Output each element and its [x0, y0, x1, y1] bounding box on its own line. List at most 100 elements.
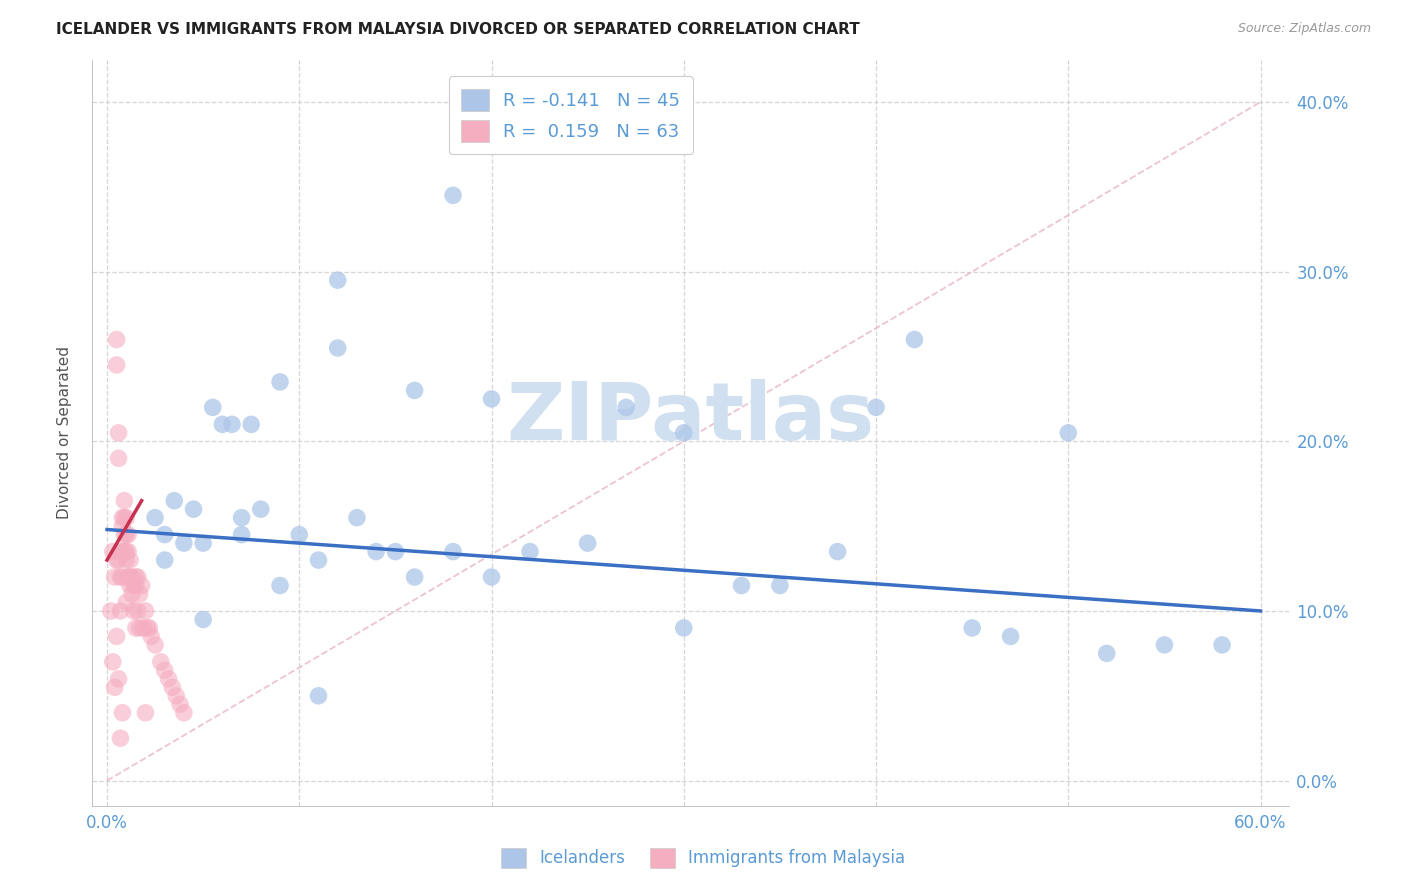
Legend: R = -0.141   N = 45, R =  0.159   N = 63: R = -0.141 N = 45, R = 0.159 N = 63 [449, 76, 693, 154]
Point [326, 341, 349, 355]
Point [134, 706, 156, 720]
Point [105, 629, 128, 643]
Point [138, 621, 160, 635]
Point [111, 544, 134, 558]
Point [481, 392, 503, 406]
Point [115, 553, 138, 567]
Point [110, 570, 132, 584]
Point [107, 425, 129, 440]
Point [143, 510, 166, 524]
Point [112, 493, 135, 508]
Point [105, 333, 128, 347]
Point [107, 672, 129, 686]
Point [1211, 638, 1233, 652]
Point [231, 510, 253, 524]
Point [120, 553, 142, 567]
Point [269, 578, 291, 592]
Point [1000, 629, 1022, 643]
Point [614, 401, 637, 415]
Point [128, 621, 150, 635]
Point [122, 578, 145, 592]
Point [100, 604, 122, 618]
Point [326, 273, 349, 287]
Point [346, 510, 368, 524]
Point [115, 510, 138, 524]
Point [903, 333, 925, 347]
Point [107, 451, 129, 466]
Point [730, 578, 752, 592]
Point [162, 681, 184, 695]
Point [120, 578, 142, 592]
Point [121, 570, 143, 584]
Point [128, 587, 150, 601]
Point [125, 578, 148, 592]
Point [125, 570, 148, 584]
Point [481, 570, 503, 584]
Point [101, 544, 124, 558]
Point [104, 681, 127, 695]
Point [672, 425, 695, 440]
Point [131, 578, 153, 592]
Point [111, 706, 134, 720]
Point [111, 510, 134, 524]
Point [221, 417, 243, 432]
Point [120, 570, 142, 584]
Point [112, 544, 135, 558]
Point [117, 527, 139, 541]
Point [107, 553, 129, 567]
Point [191, 612, 214, 626]
Point [960, 621, 983, 635]
Point [111, 570, 134, 584]
Legend: Icelanders, Immigrants from Malaysia: Icelanders, Immigrants from Malaysia [494, 841, 912, 875]
Point [404, 570, 426, 584]
Point [404, 384, 426, 398]
Point [769, 578, 792, 592]
Point [827, 544, 849, 558]
Text: ICELANDER VS IMMIGRANTS FROM MALAYSIA DIVORCED OR SEPARATED CORRELATION CHART: ICELANDER VS IMMIGRANTS FROM MALAYSIA DI… [56, 22, 860, 37]
Point [191, 536, 214, 550]
Point [153, 664, 176, 678]
Point [173, 706, 195, 720]
Point [141, 629, 163, 643]
Point [134, 604, 156, 618]
Point [122, 604, 145, 618]
Point [153, 553, 176, 567]
Point [211, 417, 233, 432]
Point [104, 570, 127, 584]
Point [231, 527, 253, 541]
Point [105, 553, 128, 567]
Point [165, 689, 187, 703]
Point [183, 502, 205, 516]
Point [1095, 646, 1118, 660]
Point [1057, 425, 1080, 440]
Point [115, 544, 138, 558]
Point [149, 655, 172, 669]
Point [441, 188, 464, 202]
Text: Source: ZipAtlas.com: Source: ZipAtlas.com [1237, 22, 1371, 36]
Point [576, 536, 599, 550]
Point [441, 544, 464, 558]
Point [125, 621, 148, 635]
Point [110, 544, 132, 558]
Point [384, 544, 406, 558]
Point [117, 570, 139, 584]
Point [1153, 638, 1175, 652]
Point [105, 358, 128, 372]
Y-axis label: Divorced or Separated: Divorced or Separated [58, 346, 72, 519]
Point [201, 401, 224, 415]
Point [308, 689, 330, 703]
Point [101, 655, 124, 669]
Point [672, 621, 695, 635]
Point [143, 638, 166, 652]
Point [117, 544, 139, 558]
Point [110, 604, 132, 618]
Point [169, 698, 191, 712]
Point [136, 621, 159, 635]
Point [127, 604, 149, 618]
Point [157, 672, 180, 686]
Point [127, 570, 149, 584]
Point [366, 544, 388, 558]
Point [865, 401, 887, 415]
Point [132, 621, 155, 635]
Point [111, 519, 134, 533]
